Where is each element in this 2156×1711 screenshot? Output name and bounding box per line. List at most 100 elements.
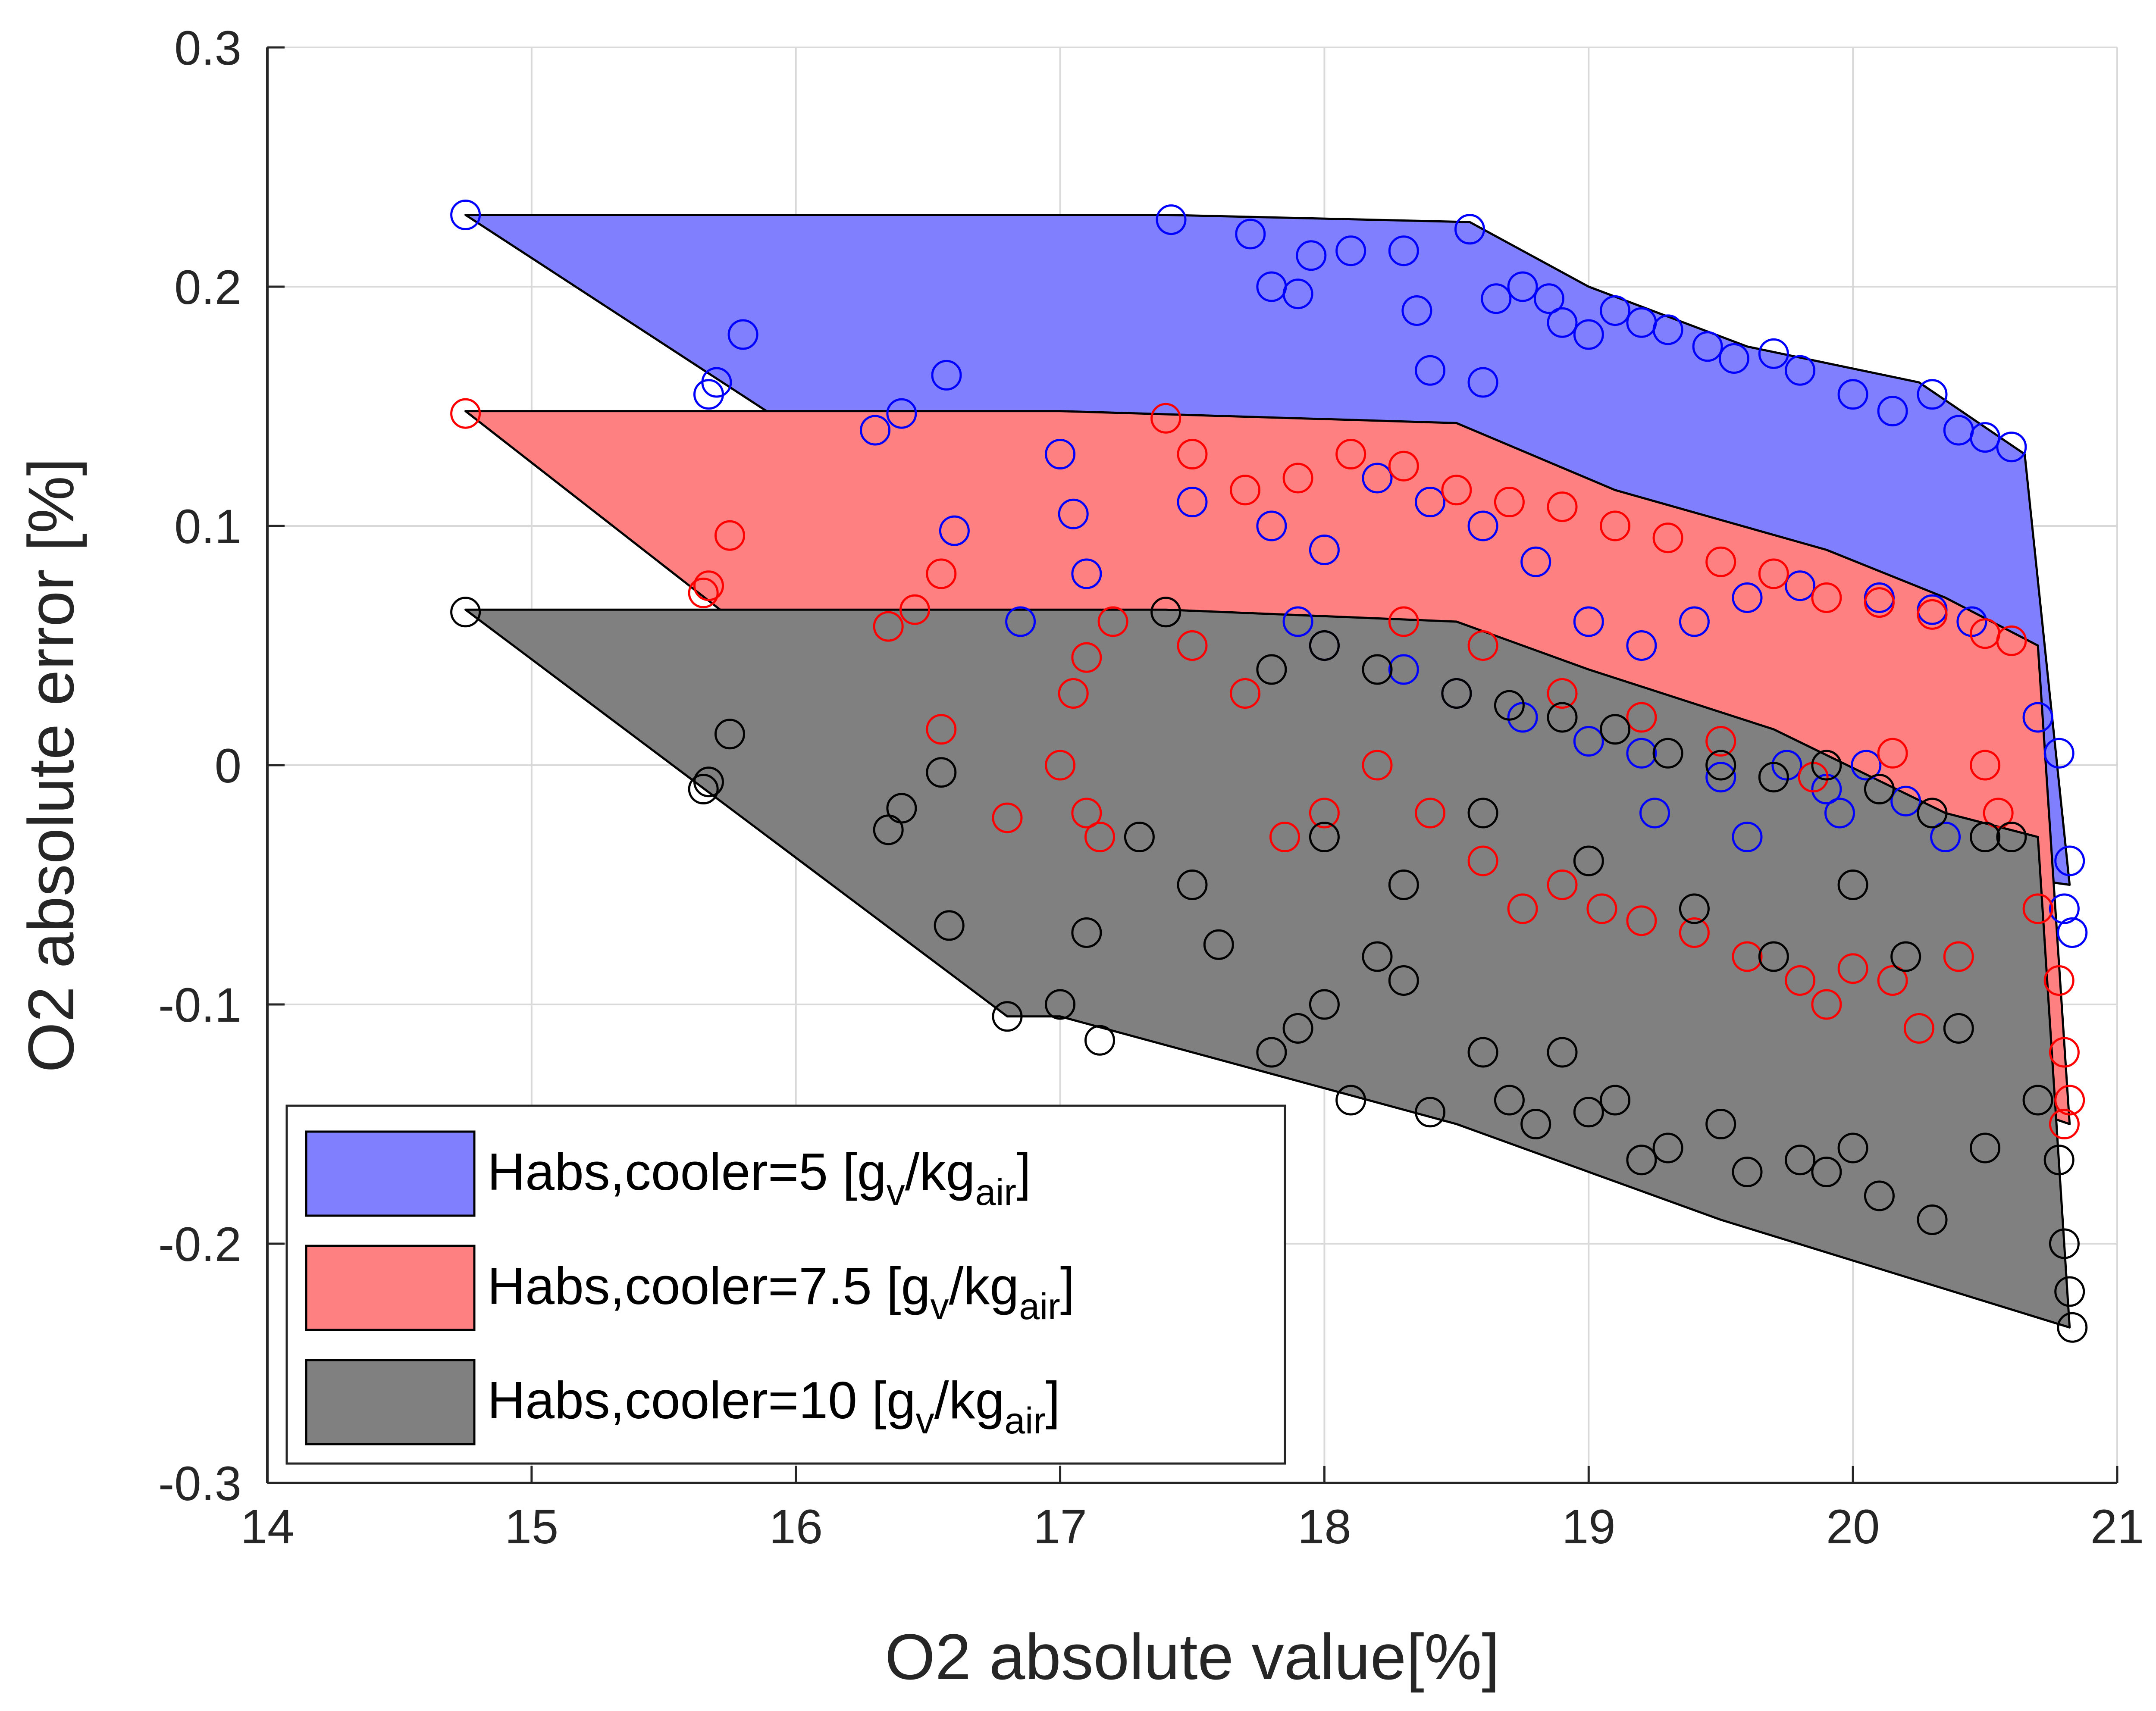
y-tick-label-5: 0.2: [174, 260, 241, 314]
marker-2-50: [1600, 714, 1631, 745]
marker-0-8: [1005, 606, 1036, 637]
marker-2-36: [1917, 1204, 1948, 1235]
marker-0-5: [886, 398, 917, 429]
marker-1-34: [1230, 678, 1261, 709]
marker-2-65: [1837, 870, 1868, 900]
marker-2-31: [1732, 1157, 1763, 1187]
marker-group-1: [450, 398, 2085, 1139]
marker-0-18: [1415, 355, 1446, 386]
legend-label-0: Habs,cooler=5 [gv/kgair]: [487, 1142, 1031, 1213]
marker-1-36: [1309, 798, 1340, 829]
marker-0-38: [1045, 439, 1076, 469]
marker-1-2: [693, 570, 724, 601]
marker-0-45: [1415, 487, 1446, 517]
marker-group-2: [450, 597, 2088, 1343]
marker-0-20: [1481, 283, 1512, 314]
x-tick-label-6: 20: [1826, 1500, 1880, 1554]
marker-1-31: [1071, 798, 1102, 829]
marker-0-21: [1507, 271, 1538, 302]
y-tick-label-6: 0.3: [174, 21, 241, 75]
marker-1-15: [1335, 439, 1366, 469]
marker-1-47: [1811, 989, 1842, 1020]
marker-0-31: [1785, 355, 1816, 386]
marker-2-12: [1124, 822, 1155, 852]
marker-1-58: [1388, 606, 1419, 637]
marker-1-46: [1785, 965, 1816, 996]
marker-2-19: [1362, 941, 1393, 972]
marker-0-62: [1626, 738, 1657, 769]
marker-2-14: [1203, 929, 1234, 960]
x-tick-label-4: 18: [1297, 1500, 1351, 1554]
marker-0-67: [1890, 785, 1921, 816]
x-axis-label: O2 absolute value[%]: [885, 1620, 1500, 1693]
x-tick-label-0: 14: [241, 1500, 295, 1554]
marker-1-55: [2049, 1037, 2080, 1068]
marker-2-15: [1256, 1037, 1287, 1068]
marker-1-50: [1903, 1013, 1934, 1044]
y-tick-label-1: -0.2: [158, 1217, 241, 1271]
marker-2-61: [1467, 798, 1498, 829]
marker-0-48: [1573, 606, 1604, 637]
marker-2-13: [1177, 870, 1208, 900]
marker-1-10: [1097, 606, 1128, 637]
marker-2-45: [1309, 630, 1340, 661]
y-tick-label-3: 0: [215, 739, 241, 793]
marker-1-33: [1177, 630, 1208, 661]
marker-0-74: [1639, 798, 1670, 829]
marker-0-40: [1071, 558, 1102, 589]
marker-2-1: [688, 774, 719, 804]
marker-2-10: [1071, 917, 1102, 948]
marker-2-30: [1705, 1109, 1736, 1139]
marker-1-48: [1837, 953, 1868, 984]
marker-0-2: [701, 367, 732, 398]
marker-0-17: [1401, 295, 1432, 326]
marker-1-20: [1600, 510, 1631, 541]
marker-2-28: [1626, 1145, 1657, 1176]
y-tick-label-4: 0.1: [174, 500, 241, 554]
marker-0-3: [727, 319, 758, 350]
marker-2-62: [1573, 845, 1604, 876]
marker-1-44: [1679, 917, 1710, 948]
y-tick-label-2: -0.1: [158, 978, 241, 1032]
marker-0-14: [1335, 235, 1366, 266]
marker-1-54: [2043, 965, 2075, 996]
marker-0-9: [1156, 204, 1187, 235]
marker-2-6: [926, 757, 957, 788]
marker-1-38: [1415, 798, 1446, 829]
marker-1-7: [926, 714, 957, 745]
marker-2-43: [1150, 597, 1181, 628]
x-tick-label-5: 19: [1562, 1500, 1616, 1554]
marker-2-59: [1309, 822, 1340, 852]
marker-2-60: [1388, 870, 1419, 900]
marker-0-43: [1309, 535, 1340, 565]
marker-0-25: [1600, 295, 1631, 326]
marker-0-72: [2049, 893, 2080, 924]
marker-2-63: [1679, 893, 1710, 924]
marker-2-55: [1864, 774, 1895, 804]
marker-0-28: [1692, 331, 1723, 362]
marker-1-39: [1467, 845, 1498, 876]
marker-2-5: [886, 793, 917, 824]
marker-2-17: [1309, 989, 1340, 1020]
marker-0-19: [1467, 367, 1498, 398]
marker-1-14: [1282, 463, 1313, 494]
marker-2-27: [1600, 1085, 1631, 1116]
marker-2-16: [1282, 1013, 1313, 1044]
marker-2-48: [1494, 690, 1525, 721]
marker-0-52: [1785, 570, 1816, 601]
legend: Habs,cooler=5 [gv/kgair] Habs,cooler=7.5 …: [285, 1104, 1286, 1465]
marker-1-57: [2049, 1109, 2080, 1139]
marker-0-10: [1235, 219, 1266, 250]
marker-2-3: [714, 719, 745, 750]
marker-0-69: [2022, 702, 2053, 733]
x-tick-label-7: 21: [2090, 1500, 2144, 1554]
marker-0-63: [1705, 762, 1736, 793]
x-tick-label-2: 16: [769, 1500, 823, 1554]
marker-2-18: [1335, 1085, 1366, 1116]
marker-1-9: [1071, 642, 1102, 673]
marker-2-0: [450, 597, 481, 628]
marker-1-1: [688, 577, 719, 608]
marker-1-59: [1467, 630, 1498, 661]
marker-1-17: [1441, 475, 1472, 506]
marker-2-54: [1811, 750, 1842, 781]
